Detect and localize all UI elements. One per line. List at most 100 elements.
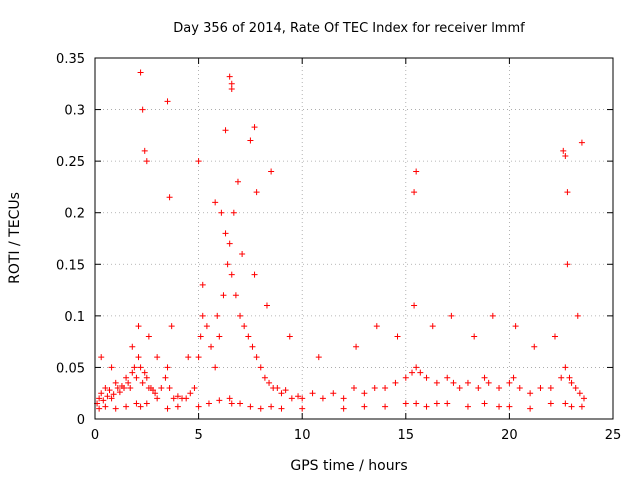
data-point bbox=[239, 250, 246, 257]
data-point bbox=[137, 364, 144, 371]
data-point bbox=[286, 333, 293, 340]
data-point bbox=[137, 69, 144, 76]
data-point bbox=[195, 354, 202, 361]
data-point bbox=[315, 354, 322, 361]
data-point bbox=[444, 374, 451, 381]
data-point bbox=[560, 147, 567, 154]
data-point bbox=[197, 333, 204, 340]
data-point bbox=[510, 374, 517, 381]
data-point bbox=[373, 323, 380, 330]
data-point bbox=[417, 369, 424, 376]
data-point bbox=[295, 393, 302, 400]
data-point bbox=[489, 312, 496, 319]
data-point bbox=[127, 385, 134, 392]
data-point bbox=[568, 403, 575, 410]
data-point bbox=[164, 364, 171, 371]
data-point bbox=[257, 405, 264, 412]
data-point bbox=[125, 379, 132, 386]
data-point bbox=[268, 403, 275, 410]
data-point bbox=[237, 400, 244, 407]
data-point bbox=[496, 403, 503, 410]
data-point bbox=[174, 393, 181, 400]
data-point bbox=[133, 374, 140, 381]
data-point bbox=[566, 374, 573, 381]
data-point bbox=[170, 395, 177, 402]
data-point bbox=[108, 364, 115, 371]
data-point bbox=[266, 379, 273, 386]
data-point bbox=[282, 387, 289, 394]
data-point bbox=[558, 374, 565, 381]
data-point bbox=[228, 271, 235, 278]
y-tick-label: 0.05 bbox=[56, 361, 85, 376]
data-point bbox=[162, 374, 169, 381]
data-point bbox=[253, 189, 260, 196]
data-point bbox=[392, 379, 399, 386]
y-tick-label: 0.1 bbox=[64, 310, 85, 325]
data-point bbox=[562, 152, 569, 159]
x-tick-label: 10 bbox=[294, 428, 311, 443]
data-point bbox=[423, 403, 430, 410]
data-point bbox=[102, 403, 109, 410]
data-point bbox=[129, 343, 136, 350]
data-point bbox=[481, 400, 488, 407]
data-point bbox=[212, 364, 219, 371]
y-axis-ticks: 0 0.05 0.1 0.15 0.2 0.25 0.3 0.35 bbox=[56, 52, 613, 428]
data-point bbox=[214, 312, 221, 319]
data-point bbox=[278, 390, 285, 397]
data-point bbox=[551, 333, 558, 340]
data-point bbox=[251, 271, 258, 278]
data-point bbox=[205, 400, 212, 407]
data-point bbox=[203, 323, 210, 330]
data-point bbox=[183, 395, 190, 402]
data-point bbox=[444, 400, 451, 407]
data-point bbox=[96, 395, 103, 402]
data-points bbox=[94, 69, 587, 412]
data-point bbox=[135, 354, 142, 361]
data-point bbox=[164, 98, 171, 105]
data-point bbox=[112, 405, 119, 412]
data-point bbox=[340, 395, 347, 402]
data-point bbox=[247, 137, 254, 144]
data-point bbox=[234, 178, 241, 185]
data-point bbox=[527, 405, 534, 412]
data-point bbox=[409, 369, 416, 376]
data-point bbox=[164, 405, 171, 412]
data-point bbox=[96, 405, 103, 412]
data-point bbox=[224, 261, 231, 268]
data-point bbox=[516, 385, 523, 392]
data-point bbox=[220, 292, 227, 299]
data-point bbox=[108, 395, 115, 402]
data-point bbox=[274, 385, 281, 392]
x-axis-label: GPS time / hours bbox=[290, 458, 407, 474]
x-tick-label: 0 bbox=[91, 428, 99, 443]
data-point bbox=[464, 403, 471, 410]
data-point bbox=[249, 343, 256, 350]
data-point bbox=[104, 393, 111, 400]
data-point bbox=[568, 379, 575, 386]
data-point bbox=[216, 333, 223, 340]
data-point bbox=[475, 385, 482, 392]
data-point bbox=[143, 374, 150, 381]
data-point bbox=[572, 385, 579, 392]
data-point bbox=[547, 400, 554, 407]
data-point bbox=[216, 397, 223, 404]
data-point bbox=[496, 385, 503, 392]
x-tick-label: 25 bbox=[605, 428, 622, 443]
data-point bbox=[512, 323, 519, 330]
data-point bbox=[288, 395, 295, 402]
data-point bbox=[413, 168, 420, 175]
data-point bbox=[158, 385, 165, 392]
data-point bbox=[578, 139, 585, 146]
data-point bbox=[174, 403, 181, 410]
data-point bbox=[309, 390, 316, 397]
data-point bbox=[226, 240, 233, 247]
data-point bbox=[413, 400, 420, 407]
data-point bbox=[429, 323, 436, 330]
data-point bbox=[106, 387, 113, 394]
data-point bbox=[423, 374, 430, 381]
data-point bbox=[361, 403, 368, 410]
data-point bbox=[185, 354, 192, 361]
data-point bbox=[299, 405, 306, 412]
data-point bbox=[139, 379, 146, 386]
data-point bbox=[226, 73, 233, 80]
